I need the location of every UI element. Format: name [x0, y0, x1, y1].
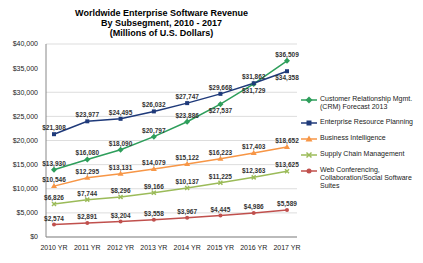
svg-text:$27,747: $27,747	[175, 93, 199, 101]
svg-text:$13,131: $13,131	[109, 164, 133, 172]
svg-text:$14,079: $14,079	[142, 159, 166, 167]
svg-text:$31,729: $31,729	[242, 87, 266, 95]
svg-text:$0: $0	[30, 233, 38, 240]
svg-text:$13,625: $13,625	[275, 161, 299, 169]
svg-text:$3,558: $3,558	[144, 210, 164, 218]
svg-text:$26,032: $26,032	[142, 101, 166, 109]
svg-text:$36,509: $36,509	[275, 51, 299, 59]
html-text:Customer Relationship Mgmt. (C: Customer Relationship Mgmt. (CRM) Foreca…	[320, 94, 413, 110]
svg-text:$31,862: $31,862	[242, 73, 266, 81]
svg-text:$12,295: $12,295	[76, 168, 100, 176]
svg-text:$20,000: $20,000	[13, 137, 38, 144]
svg-text:$2,891: $2,891	[77, 213, 97, 221]
svg-text:2012 YR: 2012 YR	[107, 244, 134, 251]
svg-text:$35,000: $35,000	[13, 65, 38, 72]
html-text:Supply Chain Management: Supply Chain Management	[320, 149, 405, 157]
svg-text:$16,223: $16,223	[209, 149, 233, 157]
svg-text:$34,358: $34,358	[275, 74, 299, 82]
svg-text:$8,296: $8,296	[111, 187, 131, 195]
svg-text:$16,080: $16,080	[76, 149, 100, 157]
html-text:Worldwide Enterprise Software: Worldwide Enterprise Software Revenue	[75, 8, 248, 18]
svg-text:$25,000: $25,000	[13, 113, 38, 120]
svg-text:$11,225: $11,225	[209, 173, 233, 181]
svg-text:$30,000: $30,000	[13, 89, 38, 96]
svg-text:$7,744: $7,744	[77, 190, 97, 198]
html-text:By Subsegment, 2010 - 2017: By Subsegment, 2010 - 2017	[101, 18, 222, 28]
svg-text:$12,363: $12,363	[242, 167, 266, 175]
svg-text:$6,826: $6,826	[44, 194, 64, 202]
svg-text:$17,403: $17,403	[242, 143, 266, 151]
svg-text:$21,308: $21,308	[42, 124, 66, 132]
svg-text:$40,000: $40,000	[13, 40, 38, 47]
svg-text:$18,090: $18,090	[109, 140, 133, 148]
svg-text:$20,797: $20,797	[142, 127, 166, 135]
svg-text:$4,986: $4,986	[244, 203, 264, 211]
svg-text:$2,574: $2,574	[44, 215, 64, 223]
svg-text:$10,000: $10,000	[13, 185, 38, 192]
html-text:(Millions of U.S. Dollars): (Millions of U.S. Dollars)	[109, 28, 214, 38]
svg-text:$3,967: $3,967	[177, 208, 197, 216]
svg-text:$9,166: $9,166	[144, 183, 164, 191]
svg-text:2013 YR: 2013 YR	[140, 244, 167, 251]
svg-text:$5,589: $5,589	[277, 200, 297, 208]
svg-text:2015 YR: 2015 YR	[207, 244, 234, 251]
svg-text:$29,668: $29,668	[209, 84, 233, 92]
html-text:Web Conferencing, Collaboratio: Web Conferencing, Collaboration/Social S…	[320, 165, 412, 189]
svg-text:$24,495: $24,495	[109, 109, 133, 117]
svg-text:$15,122: $15,122	[175, 154, 199, 162]
svg-text:$10,546: $10,546	[42, 176, 66, 184]
svg-text:2017 YR: 2017 YR	[273, 244, 300, 251]
svg-text:$4,445: $4,445	[210, 206, 230, 214]
svg-text:$23,977: $23,977	[76, 111, 100, 119]
svg-text:2016 YR: 2016 YR	[240, 244, 267, 251]
html-text:Enterprise Resource Planning: Enterprise Resource Planning	[320, 117, 413, 125]
svg-text:$15,000: $15,000	[13, 161, 38, 168]
svg-text:$23,886: $23,886	[175, 112, 199, 120]
svg-text:$3,204: $3,204	[111, 212, 131, 220]
svg-text:$27,537: $27,537	[209, 107, 233, 115]
svg-text:$13,930: $13,930	[42, 160, 66, 168]
svg-text:$5,000: $5,000	[17, 209, 39, 216]
svg-text:$10,137: $10,137	[175, 178, 199, 186]
html-text:Business Intelligence: Business Intelligence	[320, 133, 386, 141]
svg-text:2010 YR: 2010 YR	[40, 244, 67, 251]
svg-text:2014 YR: 2014 YR	[174, 244, 201, 251]
svg-text:$18,652: $18,652	[275, 137, 299, 145]
svg-text:2011 YR: 2011 YR	[74, 244, 101, 251]
